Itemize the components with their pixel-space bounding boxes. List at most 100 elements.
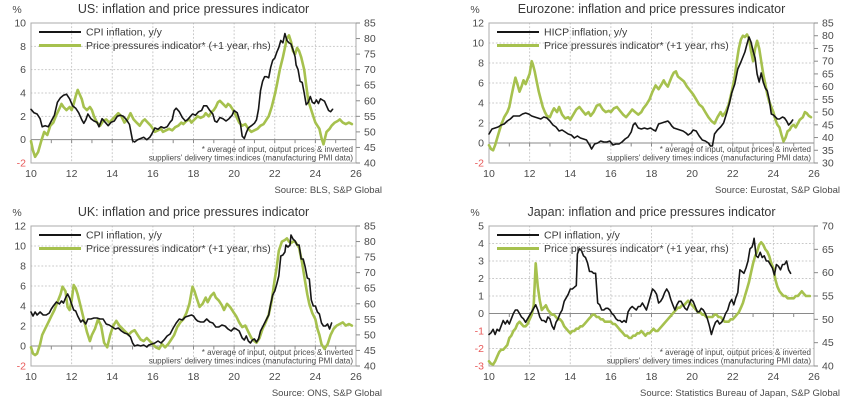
x-tick-label: 22 xyxy=(269,371,281,383)
right-tick-label: 45 xyxy=(364,142,376,154)
right-tick-label: 70 xyxy=(822,56,834,68)
left-tick-label: -2 xyxy=(17,158,26,170)
x-tick-label: 18 xyxy=(188,168,200,180)
left-tick-label: 5 xyxy=(478,221,484,233)
chart-eurozone: HICP inflation, y/y Price pressures indic… xyxy=(425,0,849,202)
source-label: Source: Statistics Bureau of Japan, S&P … xyxy=(640,388,840,399)
price-pressures-line xyxy=(29,237,354,357)
unit-label: % xyxy=(12,207,21,219)
right-tick-label: 50 xyxy=(364,329,376,341)
right-axis-ticks xyxy=(814,225,818,367)
right-tick-label: 70 xyxy=(822,221,834,233)
legend-label: CPI inflation, y/y xyxy=(544,230,621,242)
legend-label: Price pressures indicator* (+1 year, rhs… xyxy=(86,40,271,52)
x-tick-label: 14 xyxy=(564,371,576,383)
right-tick-label: 75 xyxy=(364,252,376,264)
right-tick-label: 55 xyxy=(822,291,834,303)
left-tick-label: 8 xyxy=(20,261,26,273)
left-tick-label: 2 xyxy=(20,111,26,123)
right-tick-label: 60 xyxy=(822,81,834,93)
right-tick-label: 60 xyxy=(822,267,834,279)
right-tick-label: 65 xyxy=(822,244,834,256)
x-tick-label: 10 xyxy=(25,371,37,383)
right-tick-label: 85 xyxy=(364,18,376,30)
footnote-line-1: * average of input, output prices & inve… xyxy=(660,145,811,154)
x-tick-label: 12 xyxy=(524,371,536,383)
left-tick-label: -2 xyxy=(475,158,484,170)
legend-label: Price pressures indicator* (+1 year, rhs… xyxy=(544,243,729,255)
right-tick-label: 55 xyxy=(364,314,376,326)
inflation-line xyxy=(30,32,334,143)
x-tick-label: 14 xyxy=(564,168,576,180)
right-tick-label: 65 xyxy=(364,283,376,295)
left-tick-label: 10 xyxy=(472,38,484,50)
unit-label: % xyxy=(12,4,21,16)
right-tick-label: 50 xyxy=(364,126,376,138)
right-tick-label: 40 xyxy=(364,361,376,373)
right-tick-label: 45 xyxy=(364,345,376,357)
left-tick-label: -2 xyxy=(475,343,484,355)
chart-title: US: inflation and price pressures indica… xyxy=(78,2,309,16)
right-tick-label: 45 xyxy=(822,119,834,131)
right-tick-label: 40 xyxy=(364,158,376,170)
x-tick-label: 14 xyxy=(106,168,118,180)
right-tick-label: 35 xyxy=(822,145,834,157)
x-tick-label: 26 xyxy=(350,168,362,180)
chart-us: CPI inflation, y/y Price pressures indica… xyxy=(0,0,424,202)
x-tick-label: 18 xyxy=(646,371,658,383)
footnote-line-2: suppliers' delivery times indices (manuf… xyxy=(607,357,812,366)
plot-frame xyxy=(488,22,815,164)
left-tick-label: -1 xyxy=(475,326,484,338)
left-tick-label: 6 xyxy=(478,78,484,90)
legend-label: Price pressures indicator* (+1 year, rhs… xyxy=(544,40,729,52)
x-tick-label: 22 xyxy=(727,371,739,383)
legend-label: CPI inflation, y/y xyxy=(86,27,163,39)
right-tick-label: 60 xyxy=(364,95,376,107)
x-tick-label: 22 xyxy=(269,168,281,180)
left-tick-label: 4 xyxy=(478,98,484,110)
x-tick-label: 22 xyxy=(727,168,739,180)
plot-frame xyxy=(30,22,357,164)
left-tick-label: 0 xyxy=(20,341,26,353)
x-tick-label: 18 xyxy=(646,168,658,180)
x-tick-label: 24 xyxy=(768,168,780,180)
right-tick-label: 40 xyxy=(822,361,834,373)
x-tick-label: 20 xyxy=(228,168,240,180)
x-tick-label: 24 xyxy=(768,371,780,383)
right-tick-label: 80 xyxy=(364,236,376,248)
x-tick-label: 16 xyxy=(605,371,617,383)
x-tick-label: 10 xyxy=(483,371,495,383)
x-tick-label: 20 xyxy=(228,371,240,383)
left-tick-label: 2 xyxy=(478,273,484,285)
left-tick-label: 4 xyxy=(20,88,26,100)
right-axis-ticks xyxy=(356,22,360,164)
x-tick-label: 10 xyxy=(25,168,37,180)
left-tick-label: 10 xyxy=(14,241,26,253)
left-tick-label: 2 xyxy=(478,118,484,130)
zero-line-group xyxy=(489,142,814,147)
right-tick-label: 55 xyxy=(364,111,376,123)
x-tick-label: 18 xyxy=(188,371,200,383)
right-tick-label: 60 xyxy=(364,298,376,310)
source-label: Source: BLS, S&P Global xyxy=(274,185,382,196)
source-label: Source: Eurostat, S&P Global xyxy=(715,185,840,196)
left-tick-label: 12 xyxy=(472,18,484,30)
x-tick-label: 16 xyxy=(147,371,159,383)
right-tick-label: 65 xyxy=(822,68,834,80)
right-tick-label: 85 xyxy=(364,221,376,233)
x-tick-label: 12 xyxy=(66,371,78,383)
left-tick-label: 3 xyxy=(478,256,484,268)
grid xyxy=(488,22,815,164)
right-tick-label: 65 xyxy=(364,80,376,92)
right-tick-label: 55 xyxy=(822,94,834,106)
x-tick-label: 16 xyxy=(147,168,159,180)
legend-label: CPI inflation, y/y xyxy=(86,230,163,242)
footnote-line-2: suppliers' delivery times indices (manuf… xyxy=(149,154,354,163)
x-tick-label: 20 xyxy=(686,371,698,383)
x-tick-label: 24 xyxy=(310,371,322,383)
